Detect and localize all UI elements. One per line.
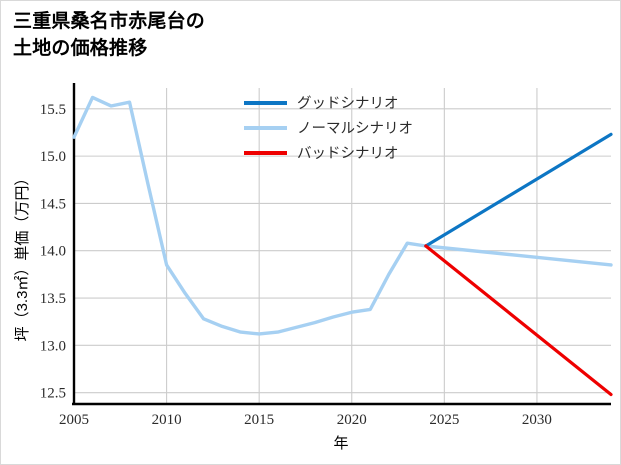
series-line bbox=[72, 95, 613, 336]
legend-label: グッドシナリオ bbox=[297, 95, 399, 112]
series-line bbox=[424, 132, 613, 248]
series-line bbox=[424, 244, 613, 397]
y-tick-label: 15.5 bbox=[40, 102, 66, 118]
y-tick-labels: 12.5 13.0 13.5 14.0 14.5 15.0 15.5 bbox=[40, 102, 66, 402]
x-tick-label: 2020 bbox=[337, 412, 367, 428]
legend-label: ノーマルシナリオ bbox=[297, 121, 413, 137]
x-tick-label: 2005 bbox=[59, 412, 89, 428]
y-axis-label: 坪（3.3㎡）単価（万円） bbox=[14, 171, 31, 342]
x-tick-label: 2025 bbox=[429, 412, 459, 428]
y-tick-label: 13.0 bbox=[40, 338, 66, 354]
data-series bbox=[72, 95, 613, 397]
y-tick-label: 14.0 bbox=[40, 244, 66, 260]
y-tick-label: 14.5 bbox=[40, 196, 66, 212]
x-tick-labels: 2005 2010 2015 2020 2025 2030 bbox=[59, 412, 552, 428]
y-tick-label: 15.0 bbox=[40, 149, 66, 165]
y-tick-label: 12.5 bbox=[40, 386, 66, 402]
x-axis-label: 年 bbox=[333, 435, 348, 452]
page-title: 三重県桑名市赤尾台の 土地の価格推移 bbox=[13, 11, 206, 59]
legend-label: バッドシナリオ bbox=[297, 146, 399, 162]
x-tick-label: 2010 bbox=[152, 412, 182, 428]
y-tick-label: 13.5 bbox=[40, 291, 66, 307]
x-tick-label: 2030 bbox=[522, 412, 552, 428]
x-tick-label: 2015 bbox=[244, 412, 274, 428]
